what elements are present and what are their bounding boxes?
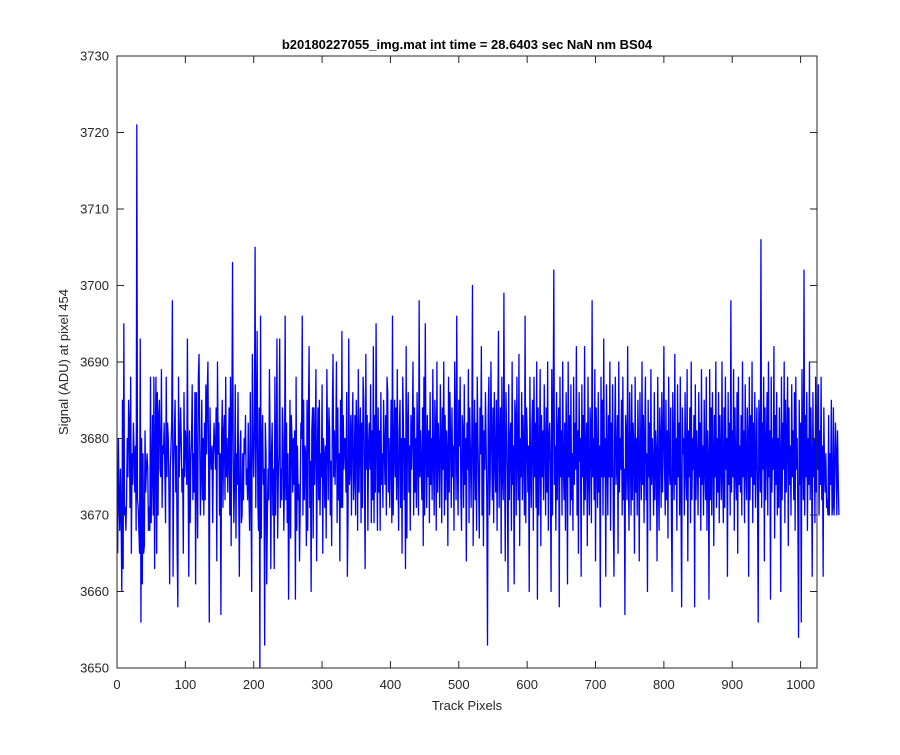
x-tick-label-300: 300: [311, 677, 333, 692]
plot-area: [117, 56, 817, 668]
x-tick-label-200: 200: [243, 677, 265, 692]
series-line-1: [117, 124, 840, 669]
x-tick-label-1000: 1000: [786, 677, 815, 692]
x-tick-label-600: 600: [516, 677, 538, 692]
x-tick-label-700: 700: [585, 677, 607, 692]
x-tick-label-900: 900: [721, 677, 743, 692]
y-tick-label-3700: 3700: [80, 278, 109, 293]
x-axis-label: Track Pixels: [432, 698, 503, 713]
x-tick-label-800: 800: [653, 677, 675, 692]
y-tick-label-3650: 3650: [80, 661, 109, 676]
x-axis-ticks: 0 100 200 300 400 500 600 700 800 900 1000: [113, 56, 815, 692]
series-layer: [117, 124, 840, 669]
y-tick-label-3660: 3660: [80, 584, 109, 599]
x-tick-label-0: 0: [113, 677, 120, 692]
y-tick-label-3720: 3720: [80, 125, 109, 140]
y-tick-label-3670: 3670: [80, 508, 109, 523]
y-tick-label-3680: 3680: [80, 431, 109, 446]
x-tick-label-100: 100: [175, 677, 197, 692]
y-tick-label-3690: 3690: [80, 355, 109, 370]
y-axis-ticks: 3650 3660 3670 3680 3690 3700 3710 3720 3730: [80, 49, 817, 676]
y-tick-label-3710: 3710: [80, 202, 109, 217]
y-axis-label: Signal (ADU) at pixel 454: [56, 289, 71, 435]
chart-title: b20180227055_img.mat int time = 28.6403 …: [282, 37, 653, 52]
x-tick-label-400: 400: [380, 677, 402, 692]
x-tick-label-500: 500: [448, 677, 470, 692]
y-tick-label-3730: 3730: [80, 49, 109, 64]
